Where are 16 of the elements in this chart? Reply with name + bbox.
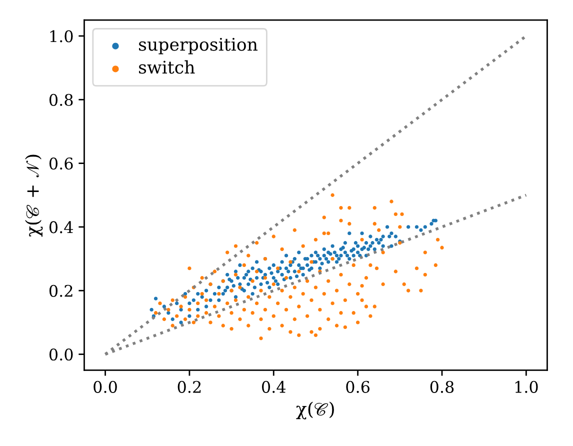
y-tick-label: 0.2: [49, 284, 72, 297]
y-axis-title: χ(𝒞 + 𝒩): [24, 154, 43, 237]
y-tick-label: 0.0: [49, 348, 73, 361]
x-tick-label: 0.4: [262, 380, 286, 393]
x-tick-label: 0.8: [430, 380, 454, 393]
x-tick-label: 0.6: [346, 380, 370, 393]
y-tick-label: 0.4: [49, 221, 74, 234]
y-tick-label: 0.6: [49, 158, 73, 170]
legend-label: superposition: [139, 38, 258, 54]
y-tick-label: 1.0: [50, 30, 73, 42]
x-tick-label: 0.0: [94, 380, 117, 393]
x-axis-title: χ(𝒞): [296, 402, 334, 420]
y-tick-label: 0.8: [49, 94, 73, 106]
legend-label: switch: [139, 60, 195, 74]
x-tick-label: 0.2: [178, 380, 201, 393]
x-tick-label: 1.0: [515, 380, 538, 393]
